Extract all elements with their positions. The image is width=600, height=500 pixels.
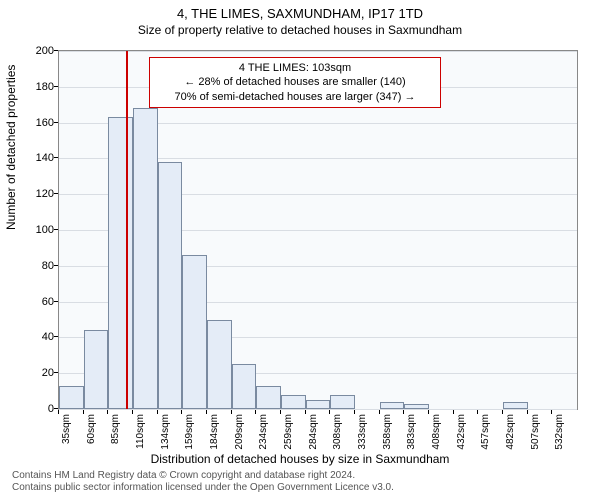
histogram-bar (84, 330, 109, 409)
x-tick-label: 482sqm (505, 414, 516, 450)
y-tick-mark (54, 301, 58, 302)
histogram-bar (256, 386, 281, 409)
annotation-line: 4 THE LIMES: 103sqm (156, 61, 434, 75)
histogram-bar (59, 386, 84, 409)
histogram-bar (232, 364, 257, 409)
attribution-line-2: Contains public sector information licen… (12, 482, 394, 494)
x-tick-label: 35sqm (61, 414, 72, 444)
y-tick-label: 0 (14, 403, 54, 415)
histogram-bar (133, 108, 158, 409)
x-tick-mark (453, 410, 454, 414)
histogram-bar (207, 320, 232, 410)
y-tick-label: 100 (14, 224, 54, 236)
gridline (59, 409, 577, 410)
x-tick-label: 308sqm (332, 414, 343, 450)
x-tick-mark (527, 410, 528, 414)
histogram-bar (108, 117, 133, 409)
x-tick-label: 159sqm (184, 414, 195, 450)
annotation-box: 4 THE LIMES: 103sqm← 28% of detached hou… (149, 57, 441, 108)
y-tick-mark (54, 372, 58, 373)
x-tick-label: 383sqm (406, 414, 417, 450)
y-tick-label: 80 (14, 260, 54, 272)
page-title: 4, THE LIMES, SAXMUNDHAM, IP17 1TD (0, 0, 600, 21)
x-tick-label: 209sqm (234, 414, 245, 450)
y-tick-mark (54, 193, 58, 194)
annotation-line: ← 28% of detached houses are smaller (14… (156, 75, 434, 89)
x-tick-label: 134sqm (160, 414, 171, 450)
histogram-bar (404, 404, 429, 409)
y-tick-mark (54, 157, 58, 158)
x-tick-label: 85sqm (110, 414, 121, 444)
y-tick-label: 180 (14, 81, 54, 93)
x-tick-mark (132, 410, 133, 414)
x-tick-mark (305, 410, 306, 414)
histogram-bar (158, 162, 183, 409)
reference-line (126, 51, 128, 409)
histogram-bar (306, 400, 331, 409)
annotation-line: 70% of semi-detached houses are larger (… (156, 90, 434, 104)
x-tick-mark (181, 410, 182, 414)
x-tick-mark (280, 410, 281, 414)
x-tick-mark (157, 410, 158, 414)
x-tick-mark (403, 410, 404, 414)
x-tick-label: 457sqm (480, 414, 491, 450)
x-tick-mark (329, 410, 330, 414)
x-tick-mark (551, 410, 552, 414)
x-tick-mark (58, 410, 59, 414)
histogram-bar (380, 402, 405, 409)
x-tick-label: 358sqm (382, 414, 393, 450)
x-tick-mark (502, 410, 503, 414)
y-tick-label: 160 (14, 117, 54, 129)
x-tick-mark (107, 410, 108, 414)
histogram-bar (281, 395, 306, 409)
x-tick-mark (206, 410, 207, 414)
y-tick-label: 60 (14, 296, 54, 308)
y-tick-mark (54, 265, 58, 266)
y-tick-mark (54, 122, 58, 123)
histogram-bar (330, 395, 355, 409)
y-tick-mark (54, 50, 58, 51)
x-tick-label: 184sqm (209, 414, 220, 450)
x-tick-label: 408sqm (431, 414, 442, 450)
x-tick-label: 284sqm (308, 414, 319, 450)
y-tick-label: 20 (14, 367, 54, 379)
y-tick-mark (54, 86, 58, 87)
x-tick-label: 432sqm (456, 414, 467, 450)
x-tick-mark (428, 410, 429, 414)
y-tick-label: 120 (14, 188, 54, 200)
y-tick-label: 140 (14, 152, 54, 164)
y-tick-mark (54, 336, 58, 337)
x-axis-label: Distribution of detached houses by size … (0, 452, 600, 466)
x-tick-label: 259sqm (283, 414, 294, 450)
x-tick-label: 333sqm (357, 414, 368, 450)
x-tick-mark (354, 410, 355, 414)
y-tick-mark (54, 229, 58, 230)
x-tick-mark (255, 410, 256, 414)
plot-background: 4 THE LIMES: 103sqm← 28% of detached hou… (59, 51, 577, 409)
gridline (59, 51, 577, 52)
x-tick-label: 532sqm (554, 414, 565, 450)
x-tick-label: 234sqm (258, 414, 269, 450)
y-tick-label: 200 (14, 45, 54, 57)
attribution-line-1: Contains HM Land Registry data © Crown c… (12, 470, 355, 482)
x-tick-mark (379, 410, 380, 414)
x-tick-mark (231, 410, 232, 414)
x-tick-mark (83, 410, 84, 414)
x-tick-label: 60sqm (86, 414, 97, 444)
x-tick-mark (477, 410, 478, 414)
histogram-bar (503, 402, 528, 409)
chart-plot-area: 4 THE LIMES: 103sqm← 28% of detached hou… (58, 50, 578, 410)
chart-container: 4, THE LIMES, SAXMUNDHAM, IP17 1TD Size … (0, 0, 600, 500)
histogram-bar (182, 255, 207, 409)
chart-subtitle: Size of property relative to detached ho… (0, 21, 600, 41)
y-tick-mark (54, 408, 58, 409)
x-tick-label: 507sqm (530, 414, 541, 450)
y-tick-label: 40 (14, 331, 54, 343)
x-tick-label: 110sqm (135, 414, 146, 449)
